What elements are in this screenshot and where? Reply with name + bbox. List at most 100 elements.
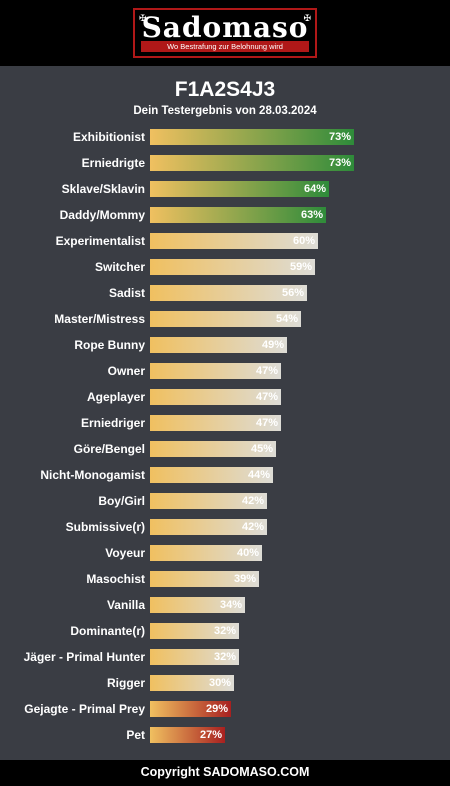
- result-label: Nicht-Monogamist: [40, 468, 145, 482]
- result-label: Göre/Bengel: [73, 442, 145, 456]
- result-label: Masochist: [86, 572, 145, 586]
- result-bar: 42%: [150, 493, 267, 509]
- result-row: Exhibitionist 73%: [0, 129, 450, 145]
- result-bar: 47%: [150, 415, 281, 431]
- result-title: F1A2S4J3: [174, 78, 276, 101]
- result-bar: 60%: [150, 233, 318, 249]
- result-percent: 60%: [292, 235, 315, 247]
- result-bar: 59%: [150, 259, 315, 275]
- result-percent: 32%: [213, 651, 236, 663]
- result-row: Owner 47%: [0, 363, 450, 379]
- result-percent: 32%: [213, 625, 236, 637]
- result-percent: 73%: [328, 157, 351, 169]
- result-row: Voyeur 40%: [0, 545, 450, 561]
- result-bar: 34%: [150, 597, 245, 613]
- result-label: Exhibitionist: [73, 130, 145, 144]
- result-percent: 44%: [247, 469, 270, 481]
- result-row: Masochist 39%: [0, 571, 450, 587]
- header-bar: ✠ ✠ Sadomaso Wo Bestrafung zur Belohnung…: [0, 0, 450, 66]
- result-label: Pet: [126, 728, 145, 742]
- result-percent: 47%: [255, 417, 278, 429]
- result-bar: 49%: [150, 337, 287, 353]
- result-bar: 32%: [150, 623, 239, 639]
- result-label: Submissive(r): [65, 520, 145, 534]
- result-percent: 47%: [255, 391, 278, 403]
- result-percent: 73%: [328, 131, 351, 143]
- result-row: Rope Bunny 49%: [0, 337, 450, 353]
- result-bar: 27%: [150, 727, 225, 743]
- result-percent: 63%: [300, 209, 323, 221]
- result-row: Göre/Bengel 45%: [0, 441, 450, 457]
- result-label: Boy/Girl: [98, 494, 145, 508]
- result-row: Master/Mistress 54%: [0, 311, 450, 327]
- result-row: Boy/Girl 42%: [0, 493, 450, 509]
- result-row: Dominante(r) 32%: [0, 623, 450, 639]
- result-label: Dominante(r): [70, 624, 145, 638]
- result-percent: 59%: [289, 261, 312, 273]
- result-bar: 63%: [150, 207, 326, 223]
- result-percent: 45%: [250, 443, 273, 455]
- result-label: Sadist: [108, 286, 145, 300]
- result-bar: 54%: [150, 311, 301, 327]
- result-label: Daddy/Mommy: [59, 208, 145, 222]
- result-percent: 49%: [261, 339, 284, 351]
- result-bar: 29%: [150, 701, 231, 717]
- result-bar: 47%: [150, 363, 281, 379]
- copyright-text: Copyright SADOMASO.COM: [140, 765, 310, 779]
- result-label: Sklave/Sklavin: [61, 182, 145, 196]
- result-bar: 44%: [150, 467, 273, 483]
- result-row: Pet 27%: [0, 727, 450, 743]
- result-bar: 64%: [150, 181, 329, 197]
- result-bar: 42%: [150, 519, 267, 535]
- result-row: Jäger - Primal Hunter 32%: [0, 649, 450, 665]
- result-percent: 30%: [208, 677, 231, 689]
- result-bar: 30%: [150, 675, 234, 691]
- result-label: Jäger - Primal Hunter: [23, 650, 145, 664]
- result-bar: 32%: [150, 649, 239, 665]
- result-label: Experimentalist: [55, 234, 145, 248]
- logo-tagline: Wo Bestrafung zur Belohnung wird: [141, 41, 309, 52]
- result-label: Master/Mistress: [54, 312, 145, 326]
- result-label: Rigger: [106, 676, 145, 690]
- result-label: Erniedrigte: [81, 156, 145, 170]
- result-percent: 39%: [233, 573, 256, 585]
- result-label: Gejagte - Primal Prey: [24, 702, 145, 716]
- result-subtitle: Dein Testergebnis von 28.03.2024: [133, 105, 317, 117]
- logo-ornament-right-icon: ✠: [303, 13, 311, 23]
- logo-wordmark: Sadomaso: [141, 11, 309, 44]
- result-label: Ageplayer: [86, 390, 145, 404]
- result-bar: 56%: [150, 285, 307, 301]
- result-label: Rope Bunny: [74, 338, 145, 352]
- result-percent: 34%: [219, 599, 242, 611]
- result-percent: 42%: [241, 495, 264, 507]
- result-label: Erniedriger: [80, 416, 145, 430]
- result-row: Erniedriger 47%: [0, 415, 450, 431]
- result-percent: 40%: [236, 547, 259, 559]
- result-percent: 27%: [199, 729, 222, 741]
- result-bar: 45%: [150, 441, 276, 457]
- result-percent: 54%: [275, 313, 298, 325]
- site-logo[interactable]: ✠ ✠ Sadomaso Wo Bestrafung zur Belohnung…: [133, 8, 317, 58]
- footer-bar: Copyright SADOMASO.COM: [0, 760, 450, 786]
- result-row: Sklave/Sklavin 64%: [0, 181, 450, 197]
- result-percent: 42%: [241, 521, 264, 533]
- result-label: Owner: [107, 364, 145, 378]
- result-percent: 47%: [255, 365, 278, 377]
- result-row: Experimentalist 60%: [0, 233, 450, 249]
- result-label: Vanilla: [106, 598, 145, 612]
- result-row: Vanilla 34%: [0, 597, 450, 613]
- result-bar: 40%: [150, 545, 262, 561]
- result-row: Gejagte - Primal Prey 29%: [0, 701, 450, 717]
- result-row: Submissive(r) 42%: [0, 519, 450, 535]
- result-row: Switcher 59%: [0, 259, 450, 275]
- logo-ornament-left-icon: ✠: [139, 13, 147, 23]
- result-percent: 64%: [303, 183, 326, 195]
- result-row: Ageplayer 47%: [0, 389, 450, 405]
- result-label: Voyeur: [105, 546, 145, 560]
- result-row: Nicht-Monogamist 44%: [0, 467, 450, 483]
- result-bar: 47%: [150, 389, 281, 405]
- result-row: Rigger 30%: [0, 675, 450, 691]
- result-label: Switcher: [94, 260, 145, 274]
- result-row: Daddy/Mommy 63%: [0, 207, 450, 223]
- result-row: Erniedrigte 73%: [0, 155, 450, 171]
